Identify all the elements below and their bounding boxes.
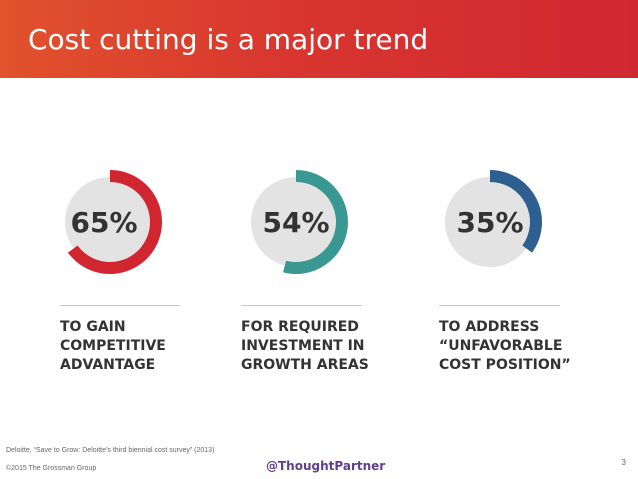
donut-value-2: 54%	[262, 206, 329, 239]
slide-title: Cost cutting is a major trend	[28, 23, 429, 56]
slide-header: Cost cutting is a major trend	[0, 0, 638, 78]
caption-2-line-1: FOR REQUIRED	[241, 319, 359, 335]
donut-chart-2: 54%	[251, 170, 348, 274]
caption-1-line-1: TO GAIN	[60, 319, 126, 335]
caption-2-line-2: INVESTMENT IN	[241, 338, 365, 354]
divider-2	[241, 305, 362, 306]
caption-1-line-3: ADVANTAGE	[60, 357, 156, 373]
caption-1-line-2: COMPETITIVE	[60, 338, 166, 354]
donut-track-1	[65, 177, 155, 267]
caption-1: TO GAIN COMPETITIVE ADVANTAGE	[60, 318, 166, 375]
donut-value-1: 65%	[70, 206, 137, 239]
donut-chart-3: 35%	[445, 170, 542, 267]
caption-2: FOR REQUIRED INVESTMENT IN GROWTH AREAS	[241, 318, 369, 375]
divider-1	[60, 305, 180, 306]
caption-3: TO ADDRESS “UNFAVORABLE COST POSITION”	[439, 318, 571, 375]
donut-arc-3	[490, 170, 542, 253]
caption-3-line-2: “UNFAVORABLE	[439, 338, 563, 354]
caption-2-line-3: GROWTH AREAS	[241, 357, 369, 373]
donut-track-3	[445, 177, 535, 267]
caption-3-line-3: COST POSITION”	[439, 357, 571, 373]
donut-arc-2	[283, 170, 348, 274]
divider-3	[439, 305, 560, 306]
twitter-handle: @ThoughtPartner	[266, 459, 386, 473]
donut-track-2	[251, 177, 341, 267]
copyright-notice: ©2015 The Grossman Group	[6, 465, 97, 472]
donut-value-3: 35%	[456, 206, 523, 239]
source-citation: Deloitte, “Save to Grow: Deloitte’s thir…	[6, 447, 215, 454]
donut-chart-1: 65%	[65, 170, 162, 274]
caption-3-line-1: TO ADDRESS	[439, 319, 540, 335]
page-number: 3	[621, 458, 626, 467]
